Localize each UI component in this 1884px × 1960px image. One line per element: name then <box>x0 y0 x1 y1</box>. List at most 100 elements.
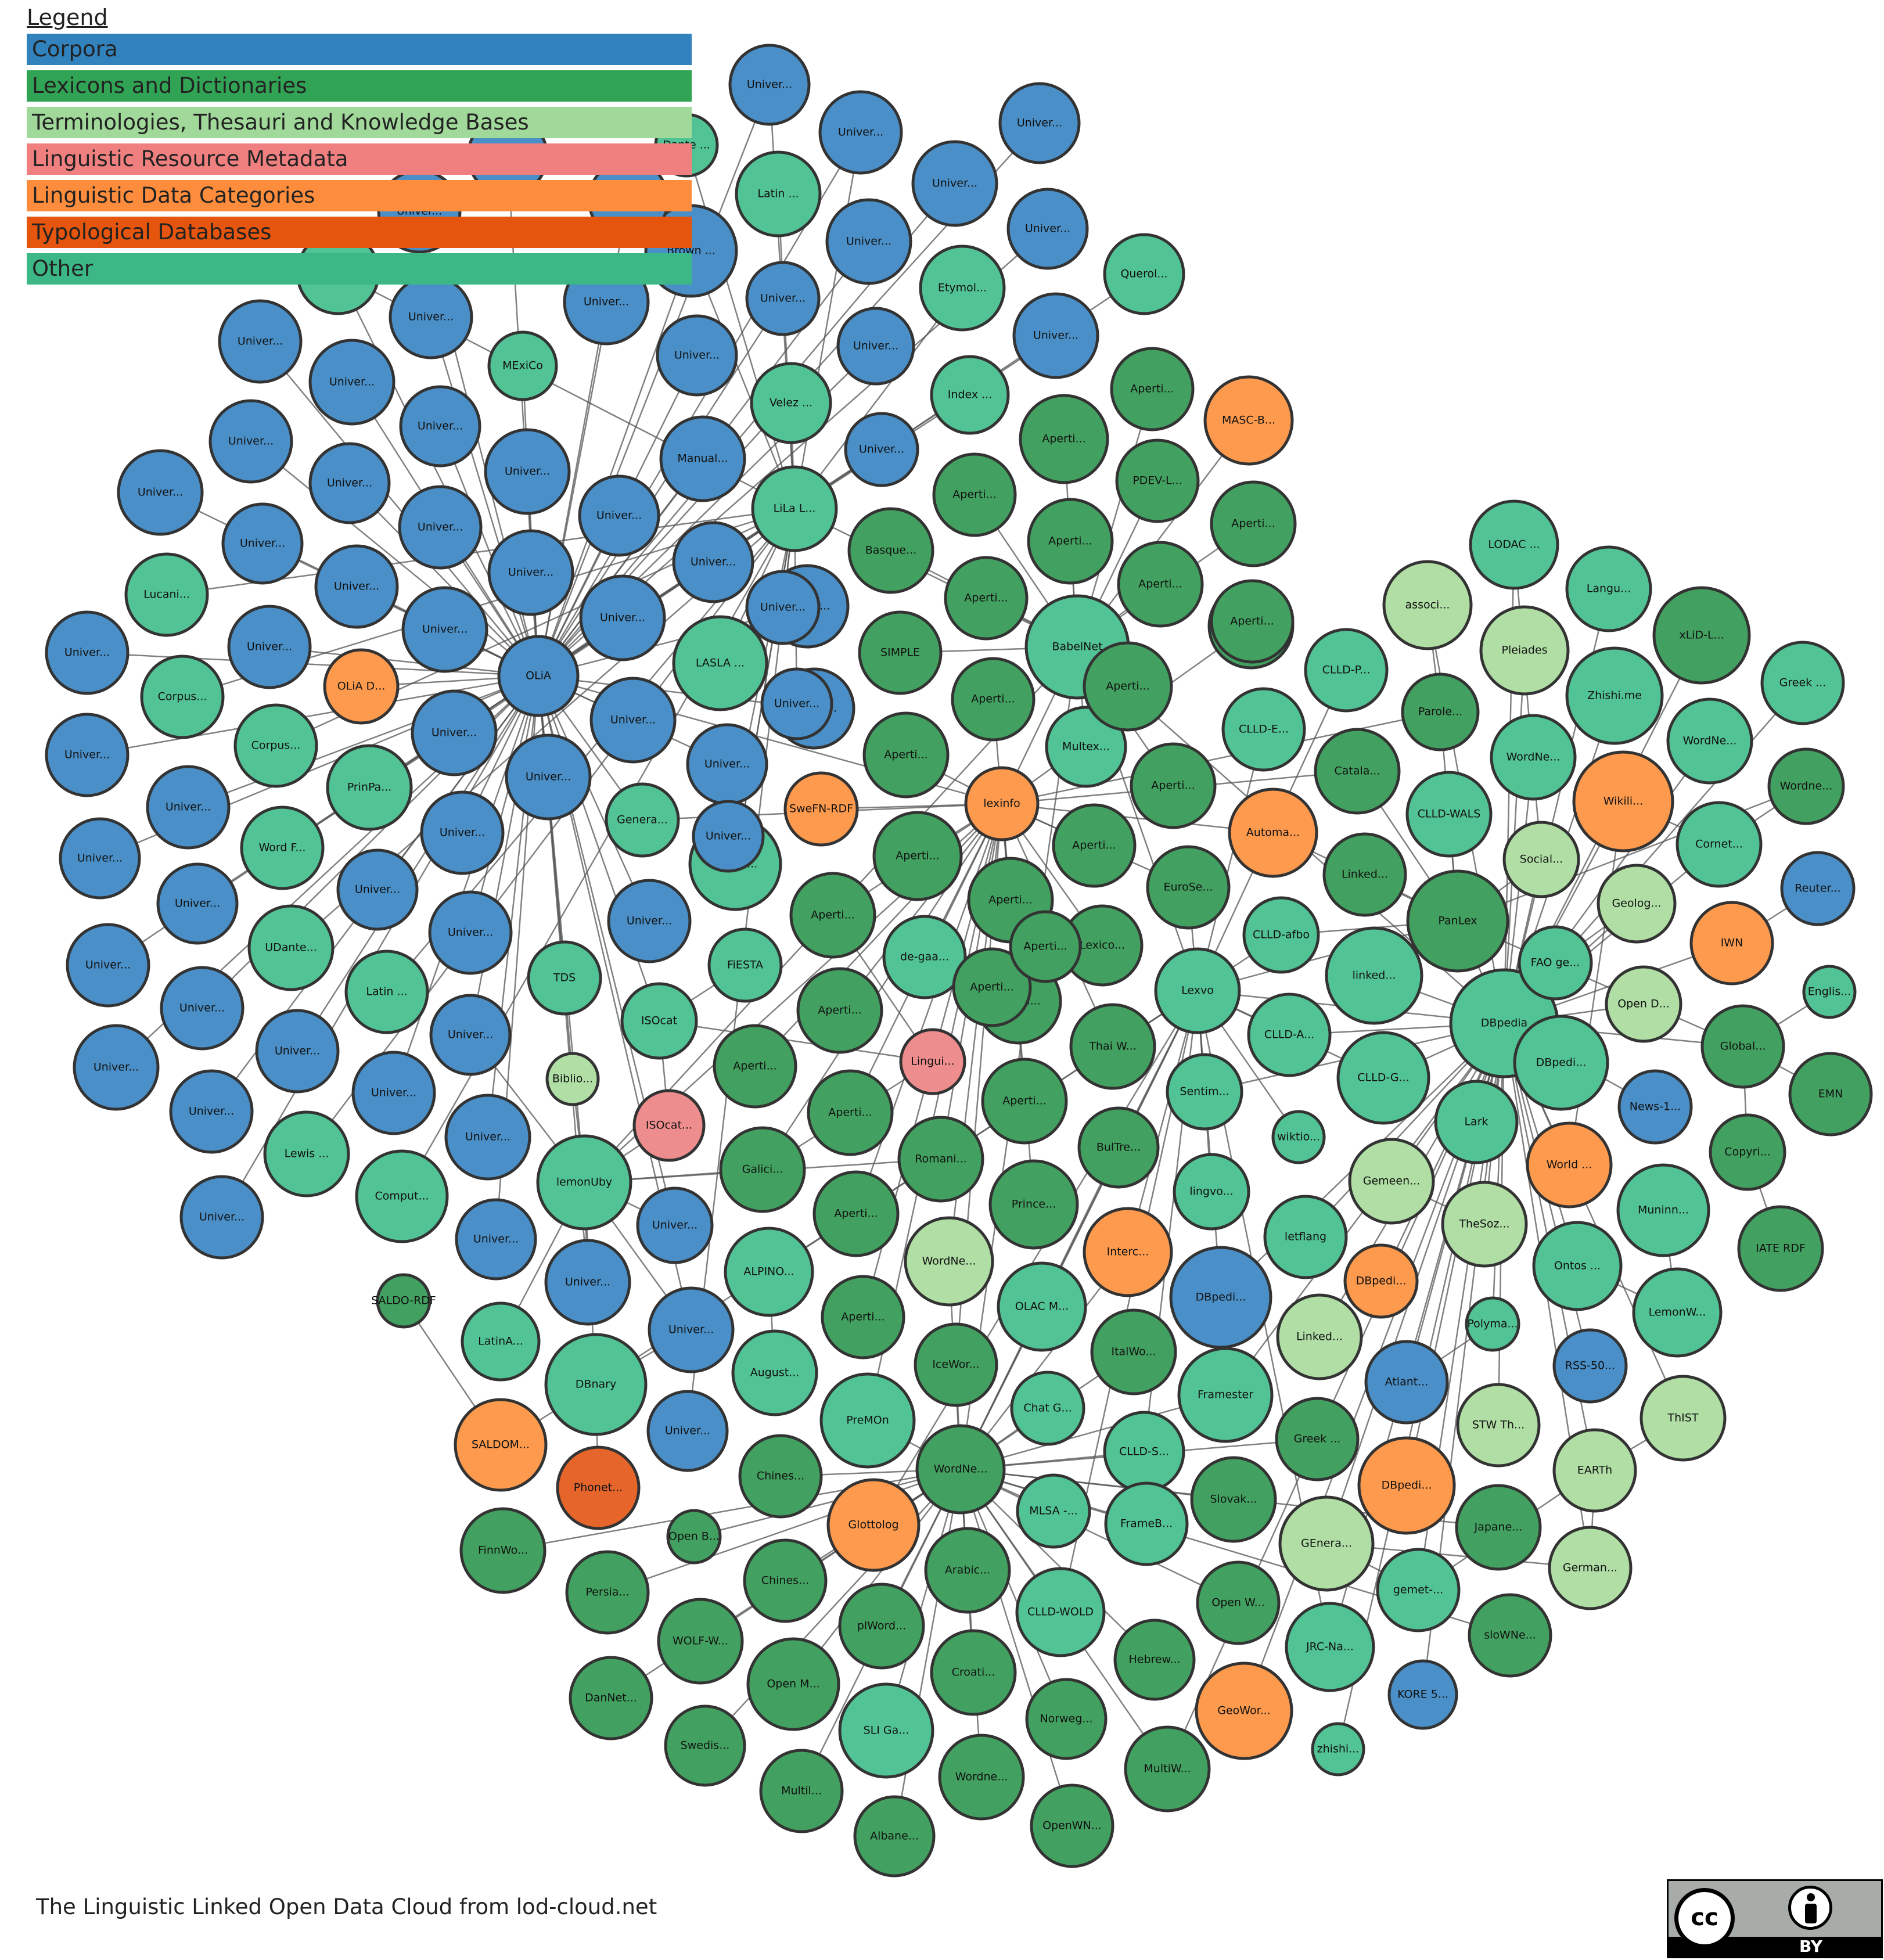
dataset-node-circle[interactable] <box>1113 1619 1196 1701</box>
dataset-node-circle[interactable] <box>844 412 919 487</box>
dataset-node[interactable]: CLLD-WOLD <box>1015 1567 1106 1657</box>
dataset-node-circle[interactable] <box>428 890 513 975</box>
dataset-node-circle[interactable] <box>579 574 666 661</box>
dataset-node[interactable]: Univer... <box>401 586 488 673</box>
dataset-node[interactable]: Polyma... <box>1465 1296 1520 1352</box>
dataset-node[interactable]: Atlant... <box>1364 1340 1449 1425</box>
dataset-node-circle[interactable] <box>1565 646 1664 745</box>
dataset-node[interactable]: lemonUby <box>536 1134 632 1231</box>
dataset-node-circle[interactable] <box>620 982 698 1060</box>
dataset-node[interactable]: Gemeen... <box>1348 1138 1435 1225</box>
dataset-node[interactable]: Sentim... <box>1166 1053 1243 1131</box>
dataset-node[interactable]: Univer... <box>179 1175 264 1260</box>
dataset-node[interactable]: Genera... <box>605 782 680 858</box>
dataset-node[interactable]: Aperti... <box>1117 541 1204 628</box>
dataset-node-circle[interactable] <box>932 452 1017 537</box>
dataset-node[interactable]: Univer... <box>836 307 915 386</box>
dataset-node[interactable]: MASC-B... <box>1203 375 1294 466</box>
dataset-node[interactable]: German... <box>1548 1526 1633 1610</box>
dataset-node[interactable]: Chines... <box>743 1538 828 1623</box>
dataset-node[interactable]: WordNe... <box>1666 697 1753 785</box>
dataset-node-circle[interactable] <box>1117 541 1204 628</box>
dataset-node-circle[interactable] <box>1025 1678 1108 1760</box>
dataset-node-circle[interactable] <box>944 556 1029 641</box>
dataset-node-circle[interactable] <box>1406 869 1509 973</box>
dataset-node-circle[interactable] <box>461 1301 541 1382</box>
dataset-node[interactable]: WordNe... <box>1490 714 1577 801</box>
dataset-node[interactable]: Aperti... <box>789 872 876 959</box>
dataset-node-circle[interactable] <box>1666 697 1753 785</box>
dataset-node-circle[interactable] <box>444 1094 531 1181</box>
dataset-node-circle[interactable] <box>1597 864 1677 944</box>
dataset-node-circle[interactable] <box>672 521 754 603</box>
dataset-node-circle[interactable] <box>1441 1181 1528 1268</box>
dataset-node[interactable]: Norweg... <box>1025 1678 1108 1760</box>
dataset-node[interactable]: FAO ge... <box>1518 925 1593 1001</box>
dataset-node-circle[interactable] <box>527 940 602 1016</box>
dataset-node-circle[interactable] <box>666 1509 722 1565</box>
dataset-node-circle[interactable] <box>818 90 903 175</box>
dataset-node[interactable]: Global... <box>1700 1004 1785 1089</box>
dataset-node-circle[interactable] <box>1010 1371 1085 1446</box>
dataset-node[interactable]: Phonet... <box>556 1445 641 1530</box>
dataset-node[interactable]: Aperti... <box>952 947 1032 1027</box>
dataset-node-circle[interactable] <box>1605 965 1682 1043</box>
dataset-node-circle[interactable] <box>924 1527 1011 1614</box>
dataset-node-circle[interactable] <box>454 1398 548 1492</box>
dataset-node-circle[interactable] <box>858 610 943 695</box>
dataset-node[interactable]: Corpus... <box>233 703 318 788</box>
dataset-node[interactable]: Zhishi.me <box>1565 646 1664 745</box>
dataset-node-circle[interactable] <box>140 654 225 739</box>
dataset-node-circle[interactable] <box>344 950 429 1034</box>
dataset-node[interactable]: Univer... <box>73 1024 160 1111</box>
dataset-node[interactable]: Chat G... <box>1010 1371 1085 1446</box>
dataset-node-circle[interactable] <box>1617 1069 1693 1145</box>
dataset-node-circle[interactable] <box>544 1333 648 1436</box>
dataset-node[interactable]: Japane... <box>1455 1484 1542 1571</box>
dataset-node-circle[interactable] <box>169 1069 254 1154</box>
dataset-node[interactable]: Greek ... <box>1760 641 1845 725</box>
dataset-node-circle[interactable] <box>1228 787 1318 878</box>
dataset-node-circle[interactable] <box>646 1390 729 1472</box>
dataset-node[interactable]: Univer... <box>169 1069 254 1154</box>
dataset-node-circle[interactable] <box>536 1134 632 1231</box>
dataset-node-circle[interactable] <box>1052 803 1137 888</box>
dataset-node[interactable]: RSS-50... <box>1552 1328 1628 1404</box>
dataset-node[interactable]: Aperti... <box>1083 641 1173 732</box>
dataset-node[interactable]: Univer... <box>487 529 574 616</box>
dataset-node[interactable]: Univer... <box>589 677 677 764</box>
dataset-node-circle[interactable] <box>1513 1015 1609 1111</box>
dataset-node[interactable]: WordNe... <box>915 1424 1006 1515</box>
dataset-node-circle[interactable] <box>812 1170 900 1257</box>
dataset-node[interactable]: Univer... <box>66 923 150 1008</box>
dataset-node-circle[interactable] <box>783 771 859 847</box>
dataset-node[interactable]: SLI Ga... <box>838 1682 934 1779</box>
dataset-node[interactable]: Univer... <box>579 574 666 661</box>
dataset-node-circle[interactable] <box>731 1329 818 1416</box>
dataset-node-circle[interactable] <box>707 927 783 1003</box>
dataset-node-circle[interactable] <box>545 1052 600 1106</box>
dataset-node[interactable]: Univer... <box>998 82 1081 164</box>
dataset-node-circle[interactable] <box>1387 1659 1458 1730</box>
dataset-node-circle[interactable] <box>1012 292 1099 379</box>
dataset-node[interactable]: Index ... <box>930 355 1010 435</box>
dataset-node[interactable]: Univer... <box>818 90 903 175</box>
dataset-node[interactable]: Univer... <box>1006 188 1089 270</box>
dataset-node[interactable]: Univer... <box>59 817 141 900</box>
dataset-node[interactable]: Univer... <box>399 385 481 467</box>
dataset-node[interactable]: Englis... <box>1802 965 1857 1019</box>
dataset-node[interactable]: Univer... <box>1012 292 1099 379</box>
dataset-node-circle[interactable] <box>1802 965 1857 1019</box>
dataset-node-circle[interactable] <box>1019 394 1109 484</box>
dataset-node[interactable]: Univer... <box>636 1186 714 1264</box>
dataset-node-circle[interactable] <box>569 1656 653 1740</box>
dataset-node-circle[interactable] <box>1083 1207 1173 1297</box>
dataset-node[interactable]: Ontos ... <box>1532 1221 1623 1311</box>
dataset-node-circle[interactable] <box>789 872 876 959</box>
dataset-node[interactable]: Querol... <box>1103 233 1185 315</box>
dataset-node-circle[interactable] <box>847 507 934 594</box>
dataset-node-circle[interactable] <box>1030 1783 1114 1868</box>
dataset-node-circle[interactable] <box>1518 925 1593 1001</box>
dataset-node-circle[interactable] <box>751 465 838 552</box>
dataset-node[interactable]: DBpedi... <box>1513 1015 1609 1111</box>
